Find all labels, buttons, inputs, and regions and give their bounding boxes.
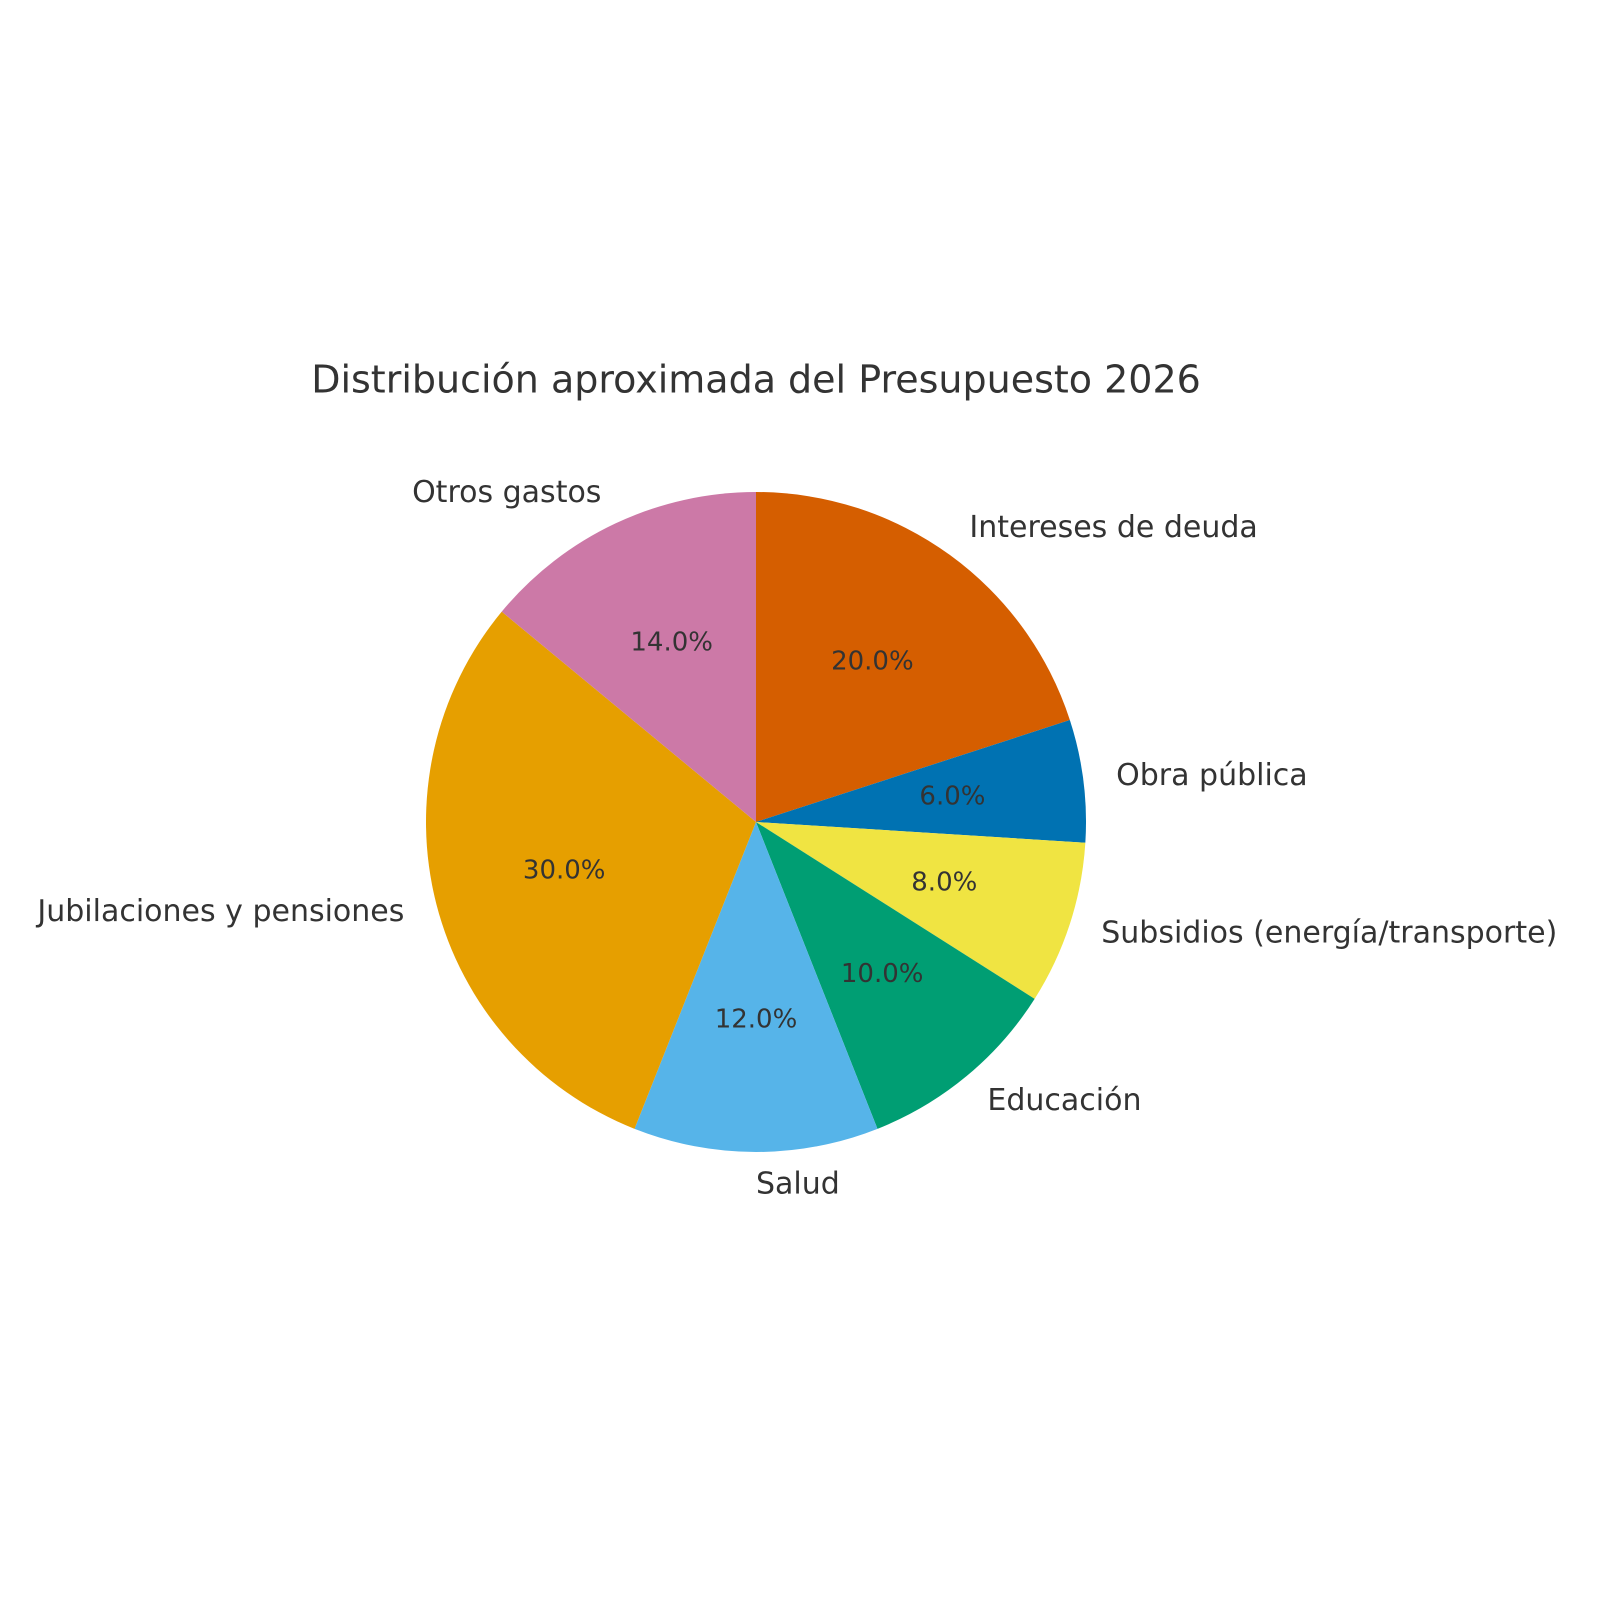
slice-label: Salud bbox=[756, 1167, 840, 1202]
pie-slice bbox=[634, 822, 878, 1152]
value-label: 6.0% bbox=[919, 782, 985, 812]
value-label: 12.0% bbox=[715, 1005, 798, 1035]
pie-slice bbox=[756, 720, 1087, 843]
value-label: 10.0% bbox=[841, 959, 924, 989]
slice-label: Subsidios (energía/transporte) bbox=[1101, 916, 1557, 951]
value-label: 20.0% bbox=[831, 646, 914, 676]
pie-slice bbox=[756, 492, 1070, 822]
slice-label: Otros gastos bbox=[412, 475, 601, 510]
slice-label: Jubilaciones y pensiones bbox=[35, 894, 404, 929]
chart-title: Distribución aproximada del Presupuesto … bbox=[311, 358, 1201, 402]
slice-label: Intereses de deuda bbox=[969, 510, 1257, 545]
value-label: 8.0% bbox=[911, 868, 977, 898]
slice-label: Obra pública bbox=[1116, 758, 1308, 793]
pie-slice bbox=[756, 822, 1086, 999]
pie-slice bbox=[425, 611, 756, 1129]
value-label: 30.0% bbox=[523, 856, 606, 886]
pie-slice bbox=[756, 822, 1035, 1129]
value-label: 14.0% bbox=[630, 627, 713, 657]
slice-label: Educación bbox=[987, 1083, 1141, 1118]
pie-slice bbox=[501, 492, 756, 822]
